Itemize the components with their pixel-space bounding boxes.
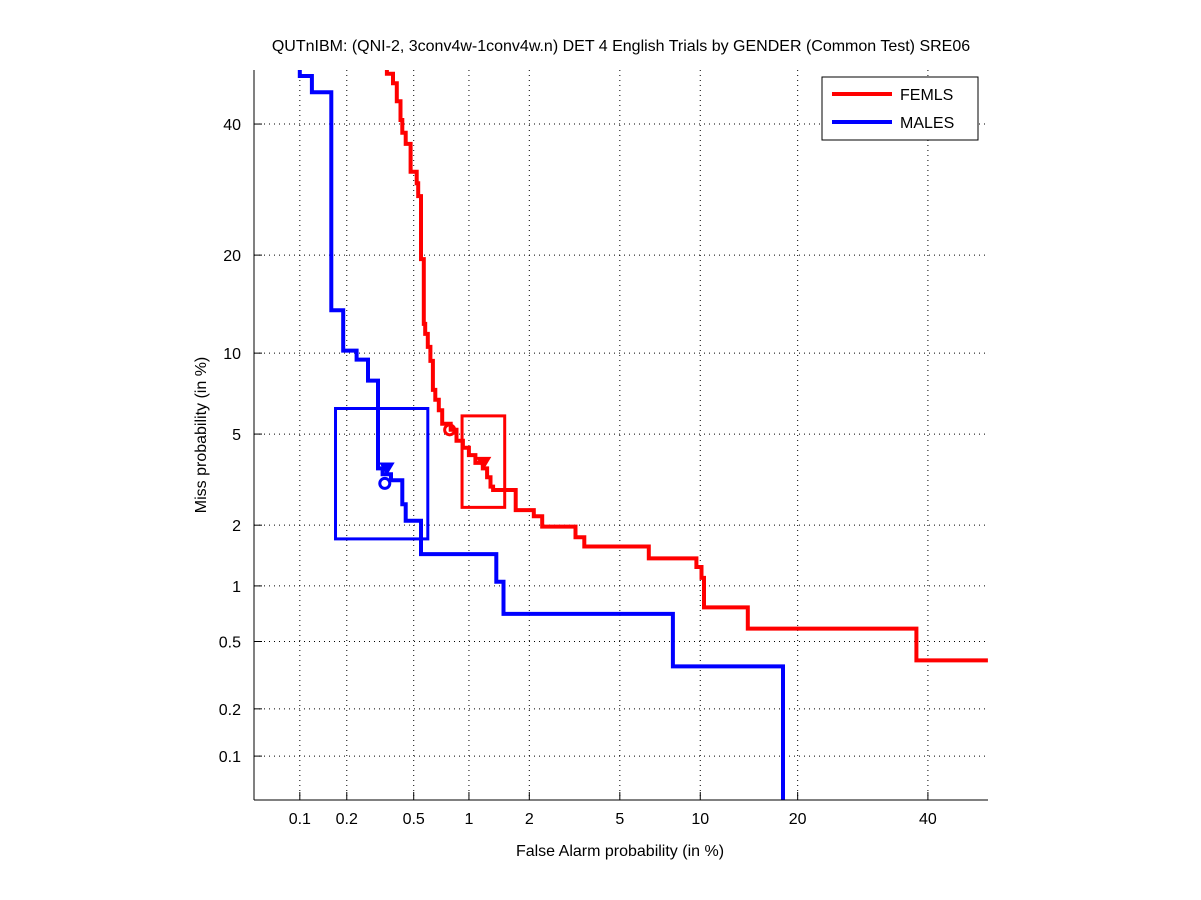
- x-ticks: 0.1 0.2 0.5 1 2 5 10 20 40: [289, 792, 937, 828]
- series-males: [297, 70, 785, 800]
- x-tick-label: 0.2: [336, 811, 358, 828]
- y-tick-label: 10: [223, 346, 241, 363]
- x-tick-label: 0.1: [289, 811, 311, 828]
- min-dcf-marker-femls: [443, 423, 457, 437]
- x-tick-label: 2: [525, 811, 534, 828]
- legend-label-males: MALES: [900, 115, 954, 132]
- x-tick-label: 20: [789, 811, 807, 828]
- y-tick-label: 2: [232, 518, 241, 535]
- chart-title: QUTnIBM: (QNI-2, 3conv4w-1conv4w.n) DET …: [272, 38, 970, 55]
- series-layer: [297, 70, 988, 800]
- x-tick-label: 1: [464, 811, 473, 828]
- det-curve-femls: [384, 70, 988, 663]
- legend-label-femls: FEMLS: [900, 87, 953, 104]
- x-tick-label: 40: [919, 811, 937, 828]
- legend-box: [821, 76, 979, 141]
- y-tick-label: 0.1: [219, 749, 241, 766]
- series-femls: [384, 70, 988, 663]
- min-dcf-marker-males: [378, 476, 392, 490]
- y-tick-label: 0.5: [219, 634, 241, 651]
- y-tick-label: 0.2: [219, 702, 241, 719]
- y-tick-label: 20: [223, 248, 241, 265]
- x-tick-label: 0.5: [403, 811, 425, 828]
- act-dcf-marker-males: [379, 462, 395, 476]
- confidence-box-males: [334, 406, 430, 541]
- legend: FEMLS MALES: [821, 76, 979, 141]
- x-axis-label: False Alarm probability (in %): [516, 843, 724, 860]
- grid: [254, 70, 988, 800]
- y-tick-label: 1: [232, 579, 241, 596]
- y-tick-label: 5: [232, 427, 241, 444]
- act-dcf-marker-femls: [475, 456, 492, 470]
- x-tick-label: 10: [691, 811, 709, 828]
- y-axis-label: Miss probability (in %): [193, 357, 210, 513]
- x-tick-label: 5: [615, 811, 624, 828]
- y-ticks: 0.1 0.2 0.5 1 2 5 10 20 40: [219, 117, 262, 766]
- confidence-box-femls: [460, 414, 507, 509]
- y-tick-label: 40: [223, 117, 241, 134]
